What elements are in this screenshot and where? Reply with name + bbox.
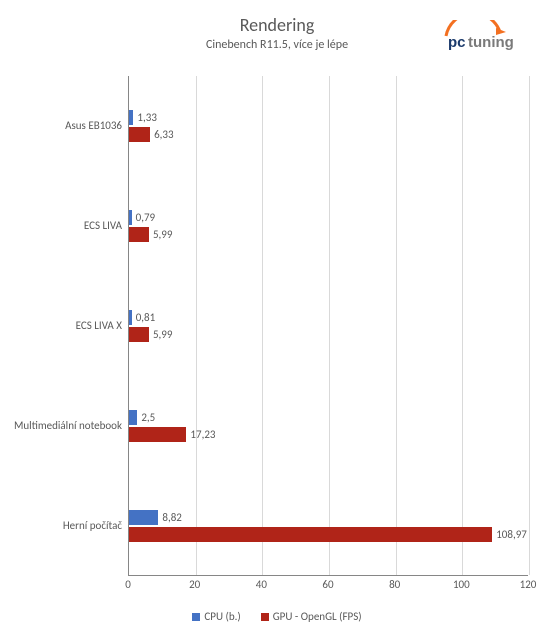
- svg-text:tuning: tuning: [468, 34, 514, 50]
- x-axis-tick: 40: [256, 578, 267, 591]
- brand-logo: pc tuning: [444, 20, 534, 50]
- bar: [129, 510, 158, 525]
- chart-container: pc tuning Rendering Cinebench R11.5, víc…: [0, 0, 554, 641]
- bar-value-label: 5,99: [153, 228, 172, 241]
- plot-area: 1,33 6,33 0,79 5,99 0,81 5,99 2,5 17,23 8,82 108,…: [128, 76, 528, 576]
- legend-label: CPU (b.): [204, 610, 240, 623]
- x-axis-tick: 0: [125, 578, 131, 591]
- grid-line: [529, 76, 530, 575]
- bar-value-label: 8,82: [162, 511, 181, 524]
- grid-line: [462, 76, 463, 575]
- grid-line: [196, 76, 197, 575]
- bar: [129, 527, 492, 542]
- bar-value-label: 6,33: [154, 128, 173, 141]
- legend-item-gpu: GPU - OpenGL (FPS): [261, 610, 362, 623]
- category-label: Asus EB1036: [2, 120, 122, 132]
- bar-value-label: 17,23: [190, 428, 215, 441]
- bar-value-label: 0,79: [136, 211, 155, 224]
- grid-line: [262, 76, 263, 575]
- bar: [129, 227, 149, 242]
- grid-line: [329, 76, 330, 575]
- x-axis-tick: 20: [189, 578, 200, 591]
- legend-swatch-icon: [192, 613, 200, 621]
- legend-swatch-icon: [261, 613, 269, 621]
- x-axis-tick: 100: [453, 578, 470, 591]
- x-axis-tick: 80: [389, 578, 400, 591]
- svg-text:pc: pc: [448, 34, 466, 50]
- bar: [129, 427, 186, 442]
- category-label: ECS LIVA: [2, 220, 122, 232]
- bar: [129, 210, 132, 225]
- category-label: ECS LIVA X: [2, 320, 122, 332]
- bar-value-label: 108,97: [496, 528, 527, 541]
- bar-value-label: 5,99: [153, 328, 172, 341]
- bar: [129, 127, 150, 142]
- category-label: Herní počítač: [2, 520, 122, 532]
- bar: [129, 110, 133, 125]
- x-axis-tick: 120: [520, 578, 537, 591]
- bar: [129, 310, 132, 325]
- grid-line: [396, 76, 397, 575]
- legend: CPU (b.) GPU - OpenGL (FPS): [0, 610, 554, 623]
- bar-value-label: 1,33: [137, 111, 156, 124]
- x-axis-tick: 60: [322, 578, 333, 591]
- legend-item-cpu: CPU (b.): [192, 610, 240, 623]
- bar: [129, 327, 149, 342]
- bar-value-label: 2,5: [141, 411, 155, 424]
- legend-label: GPU - OpenGL (FPS): [273, 610, 362, 623]
- bar: [129, 410, 137, 425]
- bar-value-label: 0,81: [136, 311, 155, 324]
- category-label: Multimediální notebook: [2, 420, 122, 432]
